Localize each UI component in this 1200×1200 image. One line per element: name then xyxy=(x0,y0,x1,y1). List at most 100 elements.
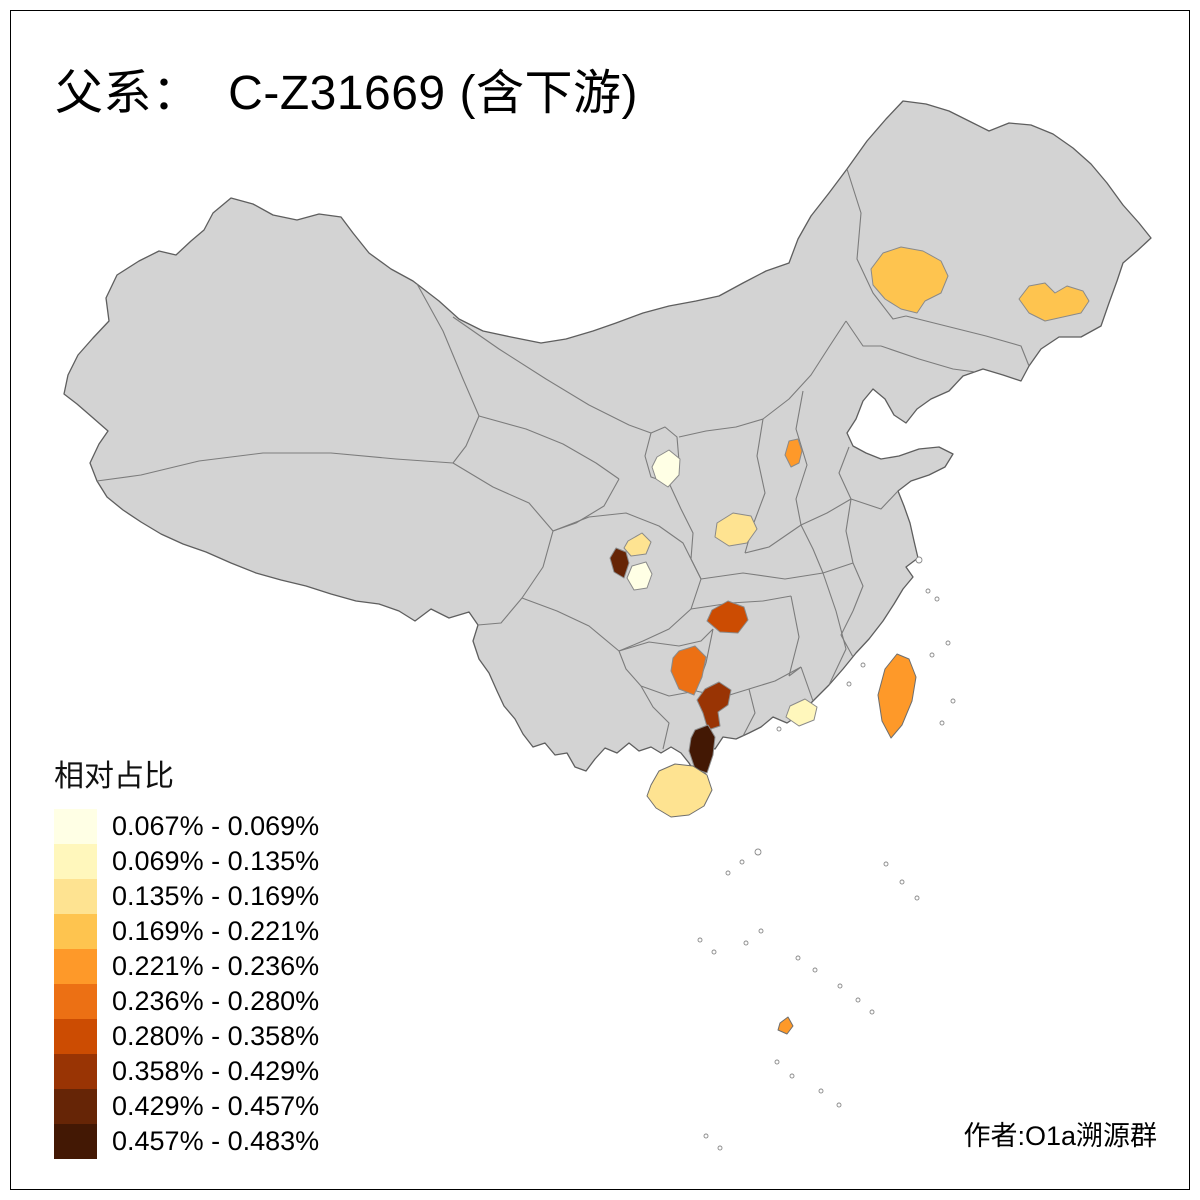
legend-swatch xyxy=(54,1019,97,1054)
island-speck xyxy=(925,588,931,594)
island-speck xyxy=(860,662,866,668)
province-border-line xyxy=(800,498,852,526)
island-speck xyxy=(818,1088,824,1094)
region-south-guangxi xyxy=(688,724,716,774)
legend-item: 0.169% - 0.221% xyxy=(54,914,319,949)
legend-item: 0.221% - 0.236% xyxy=(54,949,319,984)
island-speck xyxy=(754,848,762,856)
island-speck xyxy=(929,652,935,658)
region-north-sichuan xyxy=(623,532,652,557)
highlighted-regions xyxy=(609,246,1090,1035)
island-speck xyxy=(934,596,940,602)
province-border-line xyxy=(800,666,814,702)
province-border-line xyxy=(905,315,1030,367)
page-title: 父系： C-Z31669 (含下游) xyxy=(55,67,638,120)
province-border-line xyxy=(618,650,642,687)
region-ningxia xyxy=(651,449,681,488)
island-speck xyxy=(939,720,945,726)
legend-label: 0.135% - 0.169% xyxy=(112,881,320,911)
region-central-guangxi xyxy=(696,681,732,731)
legend-swatch xyxy=(54,984,97,1019)
region-taiwan xyxy=(877,653,917,739)
province-border-line xyxy=(744,524,802,554)
legend-swatch xyxy=(54,914,97,949)
region-east-jilin xyxy=(1018,282,1090,322)
province-border-line xyxy=(828,610,847,686)
province-border-line xyxy=(788,666,802,677)
island-speck xyxy=(789,1073,795,1079)
province-border-line xyxy=(618,628,714,652)
province-border-line xyxy=(452,316,652,434)
legend-item: 0.069% - 0.135% xyxy=(54,844,319,879)
legend-label: 0.429% - 0.457% xyxy=(112,1091,320,1121)
region-west-sichuan-dark xyxy=(609,547,630,579)
region-southeast-guizhou xyxy=(670,645,707,696)
province-border-line xyxy=(840,610,854,658)
legend-label: 0.221% - 0.236% xyxy=(112,951,320,981)
island-speck xyxy=(950,698,956,704)
legend-label: 0.280% - 0.358% xyxy=(112,1021,320,1051)
island-speck xyxy=(883,861,889,867)
province-border-line xyxy=(618,578,702,652)
legend-swatch xyxy=(54,1124,97,1159)
island-speck xyxy=(717,1145,723,1151)
island-speck xyxy=(855,997,861,1003)
island-speck xyxy=(739,859,745,865)
island-speck xyxy=(697,937,703,943)
island-speck xyxy=(836,1102,842,1108)
province-border-line xyxy=(96,452,454,482)
province-border-line xyxy=(852,562,864,612)
legend-swatch xyxy=(54,949,97,984)
province-border-line xyxy=(640,685,670,750)
island-speck xyxy=(914,895,920,901)
island-speck xyxy=(915,556,923,564)
legend-label: 0.169% - 0.221% xyxy=(112,916,320,946)
province-border-line xyxy=(742,688,756,737)
legend-swatch xyxy=(54,1054,97,1089)
island-speck xyxy=(899,879,905,885)
island-speck xyxy=(703,1133,709,1139)
province-border-line xyxy=(700,562,854,580)
province-border-line xyxy=(795,390,808,526)
island-speck xyxy=(743,940,749,946)
legend-swatch xyxy=(54,844,97,879)
region-south-china-sea-islet xyxy=(777,1016,794,1035)
island-speck xyxy=(945,640,951,646)
legend-label: 0.358% - 0.429% xyxy=(112,1056,320,1086)
region-central-sichuan-pale xyxy=(626,561,653,591)
attribution: 作者:O1a溯源群 xyxy=(963,1121,1157,1151)
province-border-line xyxy=(845,498,854,564)
island-speck xyxy=(774,1059,780,1065)
province-border-line xyxy=(521,597,620,652)
region-north-henan xyxy=(784,438,803,468)
island-speck xyxy=(725,870,731,876)
island-speck xyxy=(795,955,801,961)
province-border-line xyxy=(678,320,847,438)
province-border-line xyxy=(846,168,907,320)
province-border-line xyxy=(552,512,702,580)
province-border-line xyxy=(478,415,620,480)
region-west-hunan xyxy=(706,600,749,634)
legend-label: 0.067% - 0.069% xyxy=(112,811,320,841)
legend-label: 0.236% - 0.280% xyxy=(112,986,320,1016)
legend-item: 0.135% - 0.169% xyxy=(54,879,319,914)
region-inner-mongolia-east xyxy=(870,246,949,314)
legend-item: 0.429% - 0.457% xyxy=(54,1089,319,1124)
region-west-guangdong xyxy=(785,698,818,727)
legend-item: 0.067% - 0.069% xyxy=(54,809,319,844)
island-speck xyxy=(846,681,852,687)
province-border-line xyxy=(822,572,837,612)
province-borders xyxy=(96,168,1030,750)
legend-item: 0.280% - 0.358% xyxy=(54,1019,319,1054)
legend-swatch xyxy=(54,879,97,914)
province-border-line xyxy=(452,462,554,626)
legend-swatch xyxy=(54,809,97,844)
province-border-line xyxy=(690,595,792,610)
legend-item: 0.457% - 0.483% xyxy=(54,1124,319,1159)
province-border-line xyxy=(415,281,480,464)
mainland-outline xyxy=(63,100,1152,782)
legend-title: 相对占比 xyxy=(54,760,174,793)
legend-item: 0.236% - 0.280% xyxy=(54,984,319,1019)
province-border-line xyxy=(788,595,800,677)
